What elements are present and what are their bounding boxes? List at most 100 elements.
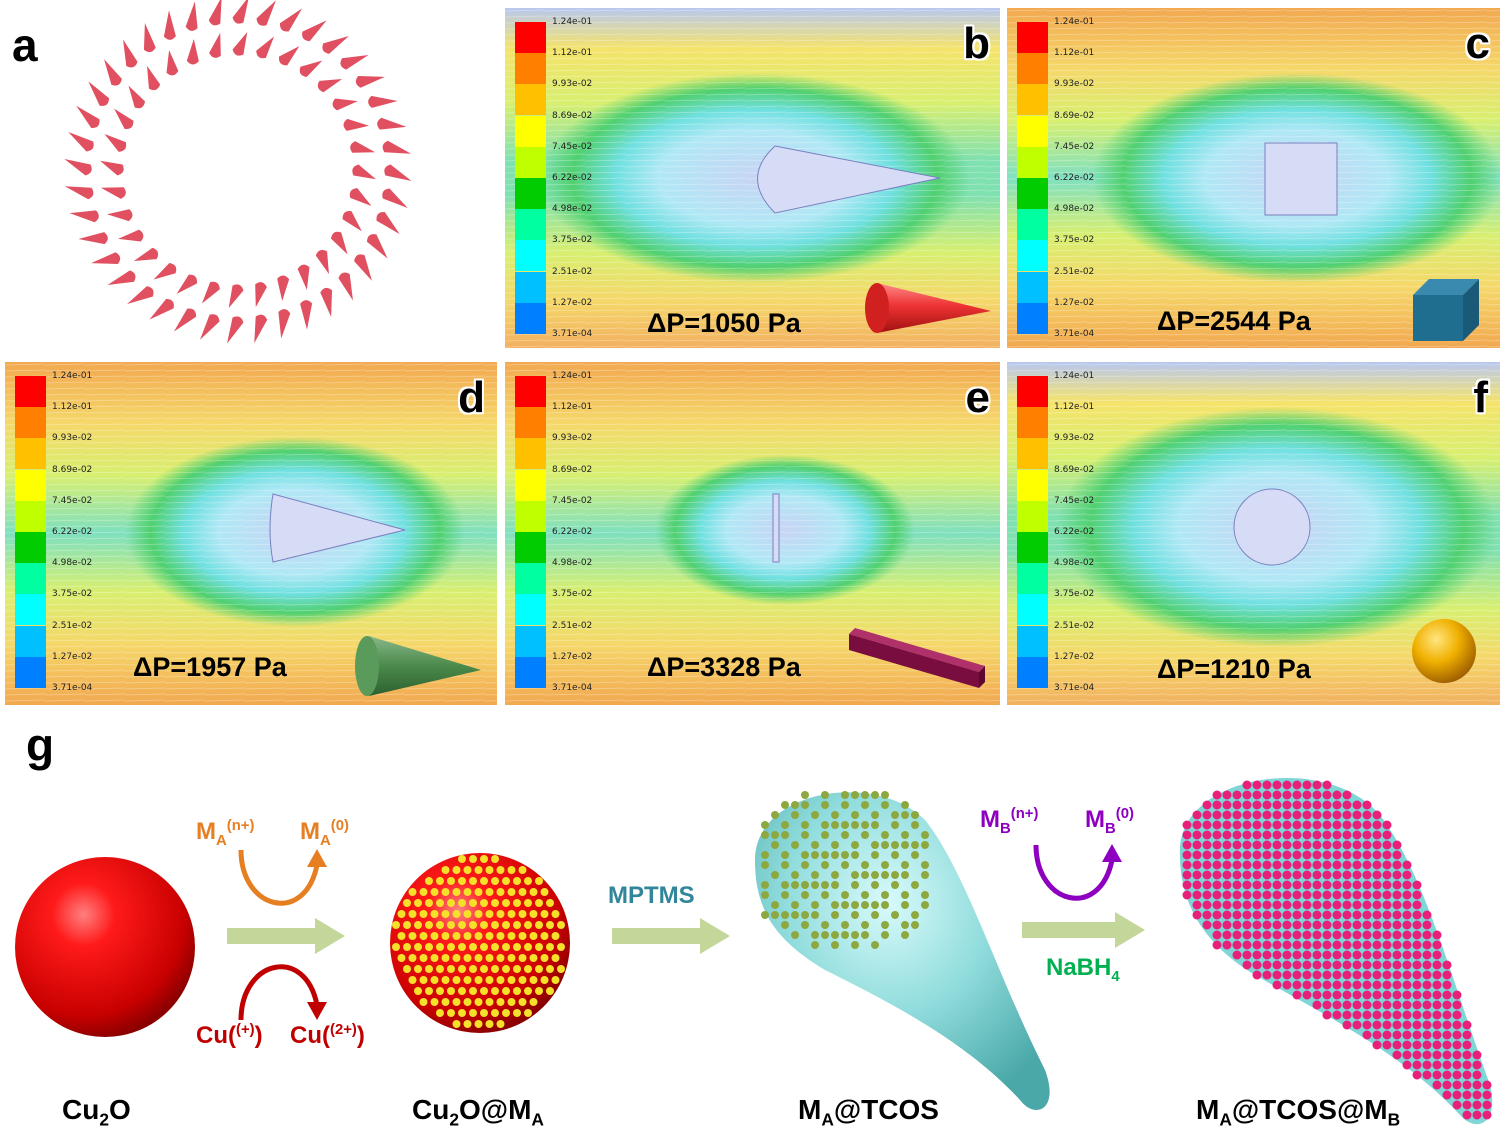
mb-metal-label: MB(0) [1085, 806, 1134, 837]
mb-nanoparticle [1432, 1010, 1442, 1020]
mb-nanoparticle [1362, 890, 1372, 900]
cone-icon [332, 98, 358, 111]
mb-nanoparticle [1232, 810, 1242, 820]
mb-nanoparticle [1382, 880, 1392, 890]
ma-nanoparticle [474, 976, 483, 984]
cone-icon [320, 287, 333, 317]
ma-nanoparticle [841, 861, 849, 869]
mb-nanoparticle [1472, 1050, 1482, 1060]
mb-nanoparticle [1322, 1010, 1332, 1020]
ma-nanoparticle [771, 871, 779, 879]
mb-nanoparticle [1442, 960, 1452, 970]
mb-nanoparticle [1402, 980, 1412, 990]
mb-nanoparticle [1182, 870, 1192, 880]
mb-nanoparticle [1412, 950, 1422, 960]
ma-nanoparticle [485, 932, 494, 940]
legend-swatch [1017, 22, 1048, 53]
mb-nanoparticle [1392, 910, 1402, 920]
mb-nanoparticle [1342, 910, 1352, 920]
ma-nanoparticle [469, 921, 477, 929]
mb-nanoparticle [1392, 920, 1402, 930]
ma-nanoparticle [392, 943, 400, 951]
mb-nanoparticle [1402, 1060, 1412, 1070]
ma-nanoparticle [419, 954, 428, 962]
mb-nanoparticle [1242, 880, 1252, 890]
mb-nanoparticle [1442, 1010, 1452, 1020]
mb-nanoparticle [1192, 850, 1202, 860]
mb-nanoparticle [1262, 860, 1272, 870]
mb-nanoparticle [1182, 820, 1192, 830]
ma-nanoparticle [535, 921, 543, 929]
flow-panel-f: 1.24e-01 1.12e-01 9.93e-02 8.69e-02 7.45e-02… [1007, 362, 1500, 705]
legend-label: 1.12e-01 [1054, 48, 1095, 59]
ma-nanoparticle [518, 866, 527, 874]
cone-icon [256, 0, 277, 26]
ma-nanoparticle [496, 1020, 505, 1028]
mb-nanoparticle [1382, 950, 1392, 960]
ma-nanoparticle [452, 1020, 461, 1028]
ma-nanoparticle [535, 987, 543, 995]
mb-nanoparticle [1352, 1020, 1362, 1030]
mb-nanoparticle [1272, 900, 1282, 910]
legend-label: 3.75e-02 [552, 589, 593, 600]
mb-nanoparticle [1262, 970, 1272, 980]
mb-nanoparticle [1262, 910, 1272, 920]
mb-nanoparticle [1362, 870, 1372, 880]
ma-nanoparticle [447, 943, 455, 951]
mb-nanoparticle [1292, 810, 1302, 820]
mb-nanoparticle [1382, 870, 1392, 880]
mb-nanoparticle [1212, 850, 1222, 860]
ma-nanoparticle [841, 901, 849, 909]
mb-nanoparticle [1262, 880, 1272, 890]
cone-icon [107, 270, 136, 285]
ma-nanoparticle [861, 821, 869, 829]
mb-nanoparticle [1422, 920, 1432, 930]
mb-nanoparticle [1422, 1000, 1432, 1010]
mb-nanoparticle [1432, 1030, 1442, 1040]
ma-nanoparticle [496, 910, 505, 918]
mb-nanoparticle [1282, 920, 1292, 930]
ma-nanoparticle [474, 998, 483, 1006]
mb-nanoparticle [1242, 960, 1252, 970]
mb-nanoparticle [1402, 920, 1412, 930]
ma-nanoparticle [496, 976, 505, 984]
ma-nanoparticle [408, 888, 417, 896]
ma-nanoparticle [425, 987, 433, 995]
nabh4-label: NaBH4 [1046, 954, 1120, 985]
ma-nanoparticle [452, 998, 461, 1006]
mb-nanoparticle [1192, 840, 1202, 850]
mb-nanoparticle [1242, 790, 1252, 800]
mb-nanoparticle [1222, 870, 1232, 880]
ma-nanoparticle [403, 965, 411, 973]
ma-nanoparticle [861, 861, 869, 869]
ma-nanoparticle [491, 987, 499, 995]
mb-nanoparticle [1292, 780, 1302, 790]
legend-label: 8.69e-02 [1054, 464, 1095, 475]
product-label-cu2o: Cu2O [62, 1094, 131, 1130]
ma-nanoparticle [518, 998, 527, 1006]
mb-nanoparticle [1332, 970, 1342, 980]
mb-nanoparticle [1282, 840, 1292, 850]
ma-nanoparticle [841, 821, 849, 829]
legend-label: 4.98e-02 [1054, 204, 1095, 215]
ma-nanoparticle [458, 877, 466, 885]
ma-nanoparticle [480, 943, 488, 951]
legend-label: 8.69e-02 [52, 464, 93, 475]
mb-nanoparticle [1292, 990, 1302, 1000]
ma-nanoparticle [480, 965, 488, 973]
mb-nanoparticle [1432, 1050, 1442, 1060]
ma-nanoparticle [447, 987, 455, 995]
mb-nanoparticle [1252, 880, 1262, 890]
legend-label: 1.24e-01 [52, 371, 93, 381]
mb-nanoparticle [1392, 1000, 1402, 1010]
ma-nanoparticle [474, 954, 483, 962]
legend-label: 2.51e-02 [1054, 266, 1095, 277]
ma-nanoparticle [557, 943, 565, 951]
mb-nanoparticle [1242, 850, 1252, 860]
mb-nanoparticle [1182, 850, 1192, 860]
mb-nanoparticle [1382, 1020, 1392, 1030]
mb-nanoparticle [1412, 940, 1422, 950]
cone-icon [128, 85, 146, 109]
ma-nanoparticle [821, 821, 829, 829]
legend-label: 9.93e-02 [1054, 79, 1095, 90]
